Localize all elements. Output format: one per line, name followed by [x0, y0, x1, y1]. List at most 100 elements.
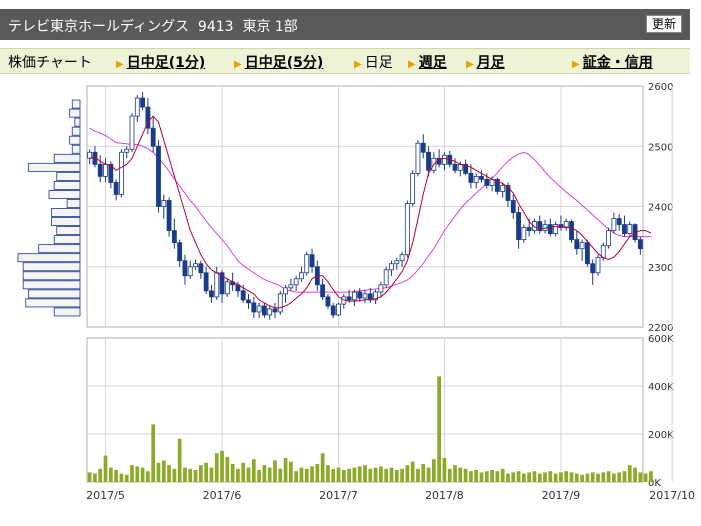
volume-bar [273, 460, 277, 482]
candlestick [415, 140, 421, 177]
candle-body-up [500, 185, 506, 192]
candlestick [590, 259, 596, 285]
candlestick [537, 215, 543, 234]
volume-bar [453, 465, 457, 482]
volume-bar [564, 471, 569, 482]
volume-bar [437, 376, 441, 482]
page-title: テレビ東京ホールディングス 9413 東京 1部 [8, 19, 298, 35]
candlestick [442, 152, 447, 171]
candle-body-down [367, 293, 373, 301]
candlestick [309, 248, 315, 273]
candlestick [97, 155, 103, 183]
nav-link-intraday-5min[interactable]: ▶ 日中足(5分) [234, 55, 324, 71]
candlestick [468, 164, 474, 189]
volume-profile-bar [53, 307, 81, 317]
volume-bar [606, 471, 611, 482]
volume-bar [410, 461, 415, 482]
candle-body-down [182, 260, 188, 277]
volume-bar [114, 470, 118, 482]
candlestick [113, 179, 119, 201]
volume-profile-bar [56, 171, 81, 181]
candle-body-up [103, 163, 108, 177]
volume-bar [373, 467, 378, 482]
candle-body-up [362, 293, 368, 299]
candlestick [637, 236, 643, 255]
candlestick [156, 140, 161, 213]
candle-body-down [584, 242, 590, 265]
candle-body-up [410, 172, 416, 204]
candle-body-down [166, 200, 172, 232]
candlestick [420, 134, 426, 159]
candle-body-up [521, 227, 527, 241]
nav-link-monthly[interactable]: ▶ 月足 [466, 55, 505, 71]
candle-body-down [590, 263, 596, 274]
candlestick [521, 224, 527, 243]
candle-body-up [378, 284, 384, 293]
refresh-button[interactable]: 更新 [645, 15, 682, 33]
volume-bar [421, 464, 426, 482]
price-tick-label: 2500 [648, 142, 673, 153]
candle-body-down [479, 175, 484, 180]
candlestick [177, 239, 183, 267]
x-tick-label: 2017/5 [86, 489, 125, 502]
x-tick-label: 2017/8 [425, 489, 464, 502]
volume-bar [368, 468, 373, 482]
candle-body-up [373, 291, 379, 301]
volume-bar [267, 467, 272, 482]
candle-body-up [283, 287, 288, 295]
candle-body-up [595, 257, 601, 274]
nav-link-weekly[interactable]: ▶ 週足 [408, 55, 447, 71]
volume-profile-bar [17, 253, 81, 263]
volume-bar [336, 467, 341, 482]
volume-bar [638, 472, 643, 482]
volume-bar [172, 468, 177, 482]
volume-bar [331, 468, 336, 482]
volume-bar [124, 474, 129, 482]
candlestick [256, 302, 262, 318]
candlestick [145, 98, 151, 135]
candlestick [362, 289, 368, 303]
candlestick [198, 260, 204, 279]
volume-profile-bar [27, 289, 81, 299]
price-tick-label: 2400 [648, 203, 673, 214]
volume-tick-label: 600K [648, 334, 674, 345]
volume-bar [289, 461, 293, 482]
candle-body-down [251, 302, 257, 313]
candlestick [161, 194, 167, 219]
volume-bar [585, 473, 590, 482]
volume-profile-bar [69, 135, 81, 145]
candle-body-down [261, 305, 267, 316]
volume-panel-frame [86, 337, 644, 483]
candlestick [473, 173, 479, 189]
volume-bar [431, 459, 436, 482]
candlestick [547, 218, 553, 237]
candlestick [553, 221, 559, 237]
candlestick [283, 284, 288, 303]
candlestick [140, 92, 146, 111]
volume-bar [580, 474, 584, 482]
volume-profile-bar [22, 271, 81, 281]
volume-bar [527, 472, 532, 482]
volume-bar [384, 468, 389, 482]
candle-body-down [484, 178, 490, 186]
volume-bar [151, 424, 156, 482]
candlestick [209, 284, 214, 303]
volume-tick-label: 200K [648, 430, 674, 441]
nav-link-margin-credit[interactable]: ▶ 証金・信用 [572, 55, 653, 71]
volume-bar [251, 459, 256, 482]
candle-body-up [351, 291, 357, 301]
volume-bar [241, 462, 246, 482]
volume-bar [495, 471, 500, 482]
volume-bar [633, 467, 637, 482]
candlestick [129, 113, 135, 153]
volume-bar [156, 462, 161, 482]
candle-body-down [97, 163, 103, 177]
candlestick [410, 170, 416, 207]
volume-bar [161, 460, 166, 482]
volume-tick-label: 400K [648, 382, 674, 393]
volume-bar [315, 464, 320, 482]
nav-link-intraday-1min[interactable]: ▶ 日中足(1分) [116, 55, 206, 71]
volume-bar [304, 468, 309, 482]
candle-body-down [357, 291, 363, 299]
candlestick [119, 149, 124, 198]
